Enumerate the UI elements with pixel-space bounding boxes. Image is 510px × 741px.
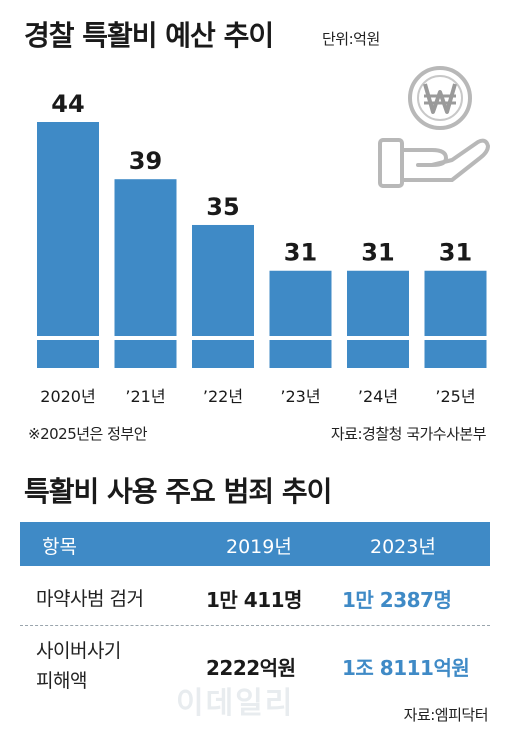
axis-break-1 <box>113 336 178 340</box>
header-2023: 2023년 <box>370 536 436 558</box>
table-header: 항목 2019년 2023년 <box>20 522 490 566</box>
row-value-2019: 2222억원 <box>206 656 296 680</box>
category-label-5: ’25년 <box>435 387 475 406</box>
won-coin-icon <box>408 66 472 130</box>
value-label-3: 31 <box>284 239 317 267</box>
row-value-2023: 1만 2387명 <box>342 588 452 612</box>
bar-2 <box>192 224 254 368</box>
category-label-0: 2020년 <box>40 387 95 406</box>
category-label-1: ’21년 <box>125 387 165 406</box>
chart-title: 경찰 특활비 예산 추이 <box>24 19 274 52</box>
row-value-2019: 1만 411명 <box>206 588 302 612</box>
table-title: 특활비 사용 주요 범죄 추이 <box>24 475 332 508</box>
category-label-3: ’23년 <box>280 387 320 406</box>
unit-label: 단위:억원 <box>322 30 380 48</box>
row-label: 마약사범 검거 <box>36 588 144 610</box>
row-label-line1: 사이버사기 <box>36 640 121 662</box>
value-label-5: 31 <box>439 239 472 267</box>
table-source: 자료:엠피닥터 <box>403 706 489 724</box>
row-label-line2: 피해액 <box>36 670 87 692</box>
row-value-2023: 1조 8111억원 <box>342 656 470 680</box>
axis-break-5 <box>423 336 488 340</box>
axis-break-4 <box>346 336 410 340</box>
axis-break-3 <box>268 336 333 340</box>
bar-chart: 44 2020년 39 ’21년 35 ’22년 31 ’23년 31 ’24년 31 ’25년 <box>36 66 490 406</box>
chart-source: 자료:경찰청 국가수사본부 <box>330 425 487 443</box>
row-divider <box>20 625 490 626</box>
watermark: 이데일리 <box>176 686 295 721</box>
axis-break-0 <box>36 336 100 340</box>
bar-4 <box>347 270 409 368</box>
axis-break-2 <box>191 336 255 340</box>
value-label-0: 44 <box>51 90 84 118</box>
category-label-4: ’24년 <box>358 387 398 406</box>
header-item: 항목 <box>42 536 77 558</box>
bar-0 <box>37 122 99 368</box>
chart-note: ※2025년은 정부안 <box>28 425 148 443</box>
category-label-2: ’22년 <box>203 387 243 406</box>
value-label-4: 31 <box>361 239 394 267</box>
bar-3 <box>269 270 332 368</box>
open-hand-icon <box>378 138 490 188</box>
header-2019: 2019년 <box>226 536 292 558</box>
value-label-2: 35 <box>206 193 239 221</box>
bar-5 <box>424 270 487 368</box>
value-label-1: 39 <box>129 147 162 175</box>
